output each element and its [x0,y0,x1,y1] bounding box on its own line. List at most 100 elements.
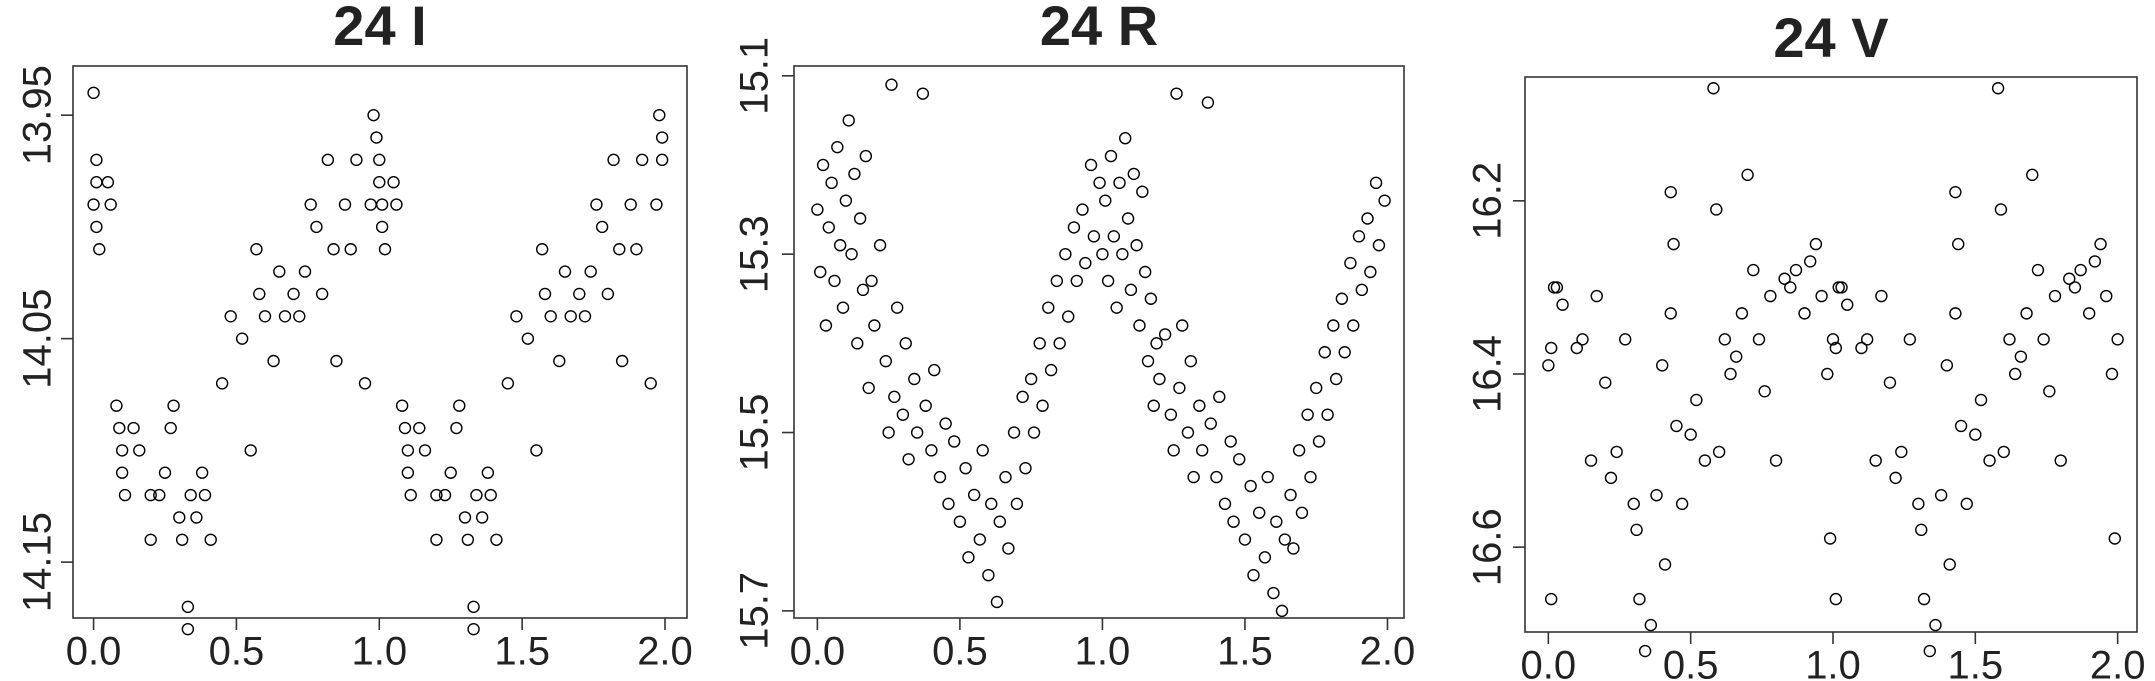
point [1570,341,1584,355]
point [87,198,100,211]
point [1741,168,1754,182]
point [947,435,961,448]
point [1544,592,1558,606]
point [873,239,887,252]
point [816,158,830,172]
point [1295,506,1309,519]
point [181,622,195,636]
point [1841,298,1854,311]
x-tick-label: 0.0 [790,630,846,674]
point [1024,372,1038,386]
point [1675,497,1689,511]
point [848,167,861,181]
point [1604,471,1618,485]
point [481,466,495,479]
point [962,551,975,564]
x-tick-label: 1.0 [351,630,407,674]
plot-frame [793,65,1405,619]
point [1698,454,1712,467]
point [1044,363,1058,377]
point [370,131,383,144]
point [467,622,480,636]
point [1002,542,1015,555]
point [831,140,844,154]
point [1312,435,1326,448]
point [1238,533,1252,546]
point [1650,488,1663,502]
point [822,221,835,234]
point [1218,497,1232,511]
point [87,86,100,100]
point [401,444,415,457]
point [1104,149,1118,163]
point [1173,381,1186,395]
point [890,301,904,314]
point [304,198,317,211]
point [1758,385,1771,398]
point [1903,333,1917,346]
point [2074,263,2087,277]
point [1599,376,1612,389]
point [1355,283,1369,297]
point [1710,203,1723,216]
point [615,354,629,368]
point [298,265,312,278]
y-tick-label: 14.15 [16,512,60,612]
point [315,287,329,301]
point [1994,203,2008,216]
y-tick-label: 15.3 [733,215,777,293]
point [1997,445,2010,459]
point [1855,341,1868,355]
point [1815,289,1828,303]
point [985,497,998,511]
point [2100,289,2113,303]
point [1201,96,1215,109]
point [1170,87,1183,100]
point [1144,292,1158,305]
point [164,421,177,435]
point [118,488,132,502]
point [1275,604,1289,618]
point [1576,333,1589,346]
point [882,426,895,439]
point [475,511,489,524]
point [1949,185,1962,199]
point [1181,426,1195,439]
point [655,131,669,144]
point [853,212,867,225]
point [1321,408,1334,421]
panel-title: 24 V [1773,6,1888,69]
panel-title: 24 I [333,0,426,57]
point [1372,239,1386,252]
point [215,377,229,390]
point [144,488,157,502]
point [1917,592,1931,606]
point [1284,488,1297,502]
point [398,421,412,435]
point [535,243,549,256]
point [530,444,543,457]
point [1983,454,1996,467]
y-tick-label: 16.4 [1466,335,1510,413]
point [1079,256,1092,270]
point [1835,281,1848,294]
point [2043,385,2056,398]
point [1934,488,1948,502]
point [461,533,475,546]
point [1670,419,1683,433]
point [1656,359,1669,372]
point [1829,592,1843,606]
point [1210,470,1223,484]
point [1227,515,1240,528]
point [90,220,103,234]
point [144,533,157,546]
point [1960,497,1973,511]
point [1644,618,1658,632]
point [999,470,1012,484]
point [387,176,400,189]
point [1798,307,1811,320]
point [1915,523,1928,537]
point [1076,203,1089,216]
point [438,488,452,502]
point [613,243,626,256]
